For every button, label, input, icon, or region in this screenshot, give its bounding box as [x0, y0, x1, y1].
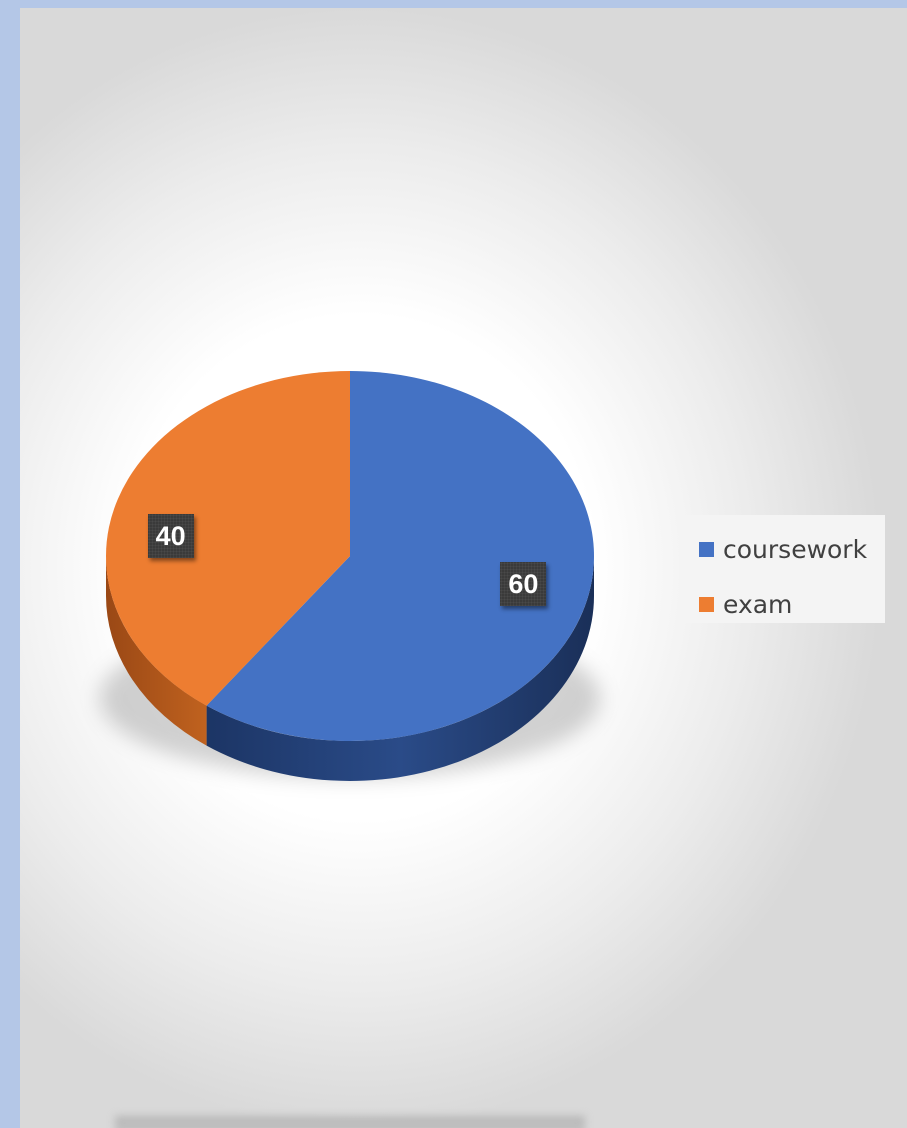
legend-swatch-exam [699, 596, 714, 612]
legend-item-coursework: coursework [699, 534, 867, 564]
legend-item-exam: exam [699, 589, 792, 619]
pie-slice-coursework [206, 371, 595, 741]
chart-area: 60 40 coursework exam [20, 8, 907, 1128]
pie-chart [100, 371, 600, 782]
chart-legend: coursework exam [685, 515, 885, 623]
legend-label-coursework: coursework [723, 534, 868, 564]
data-label-coursework: 60 [500, 562, 547, 606]
legend-swatch-coursework [699, 541, 714, 557]
pie-side-coursework [206, 556, 595, 782]
data-label-exam: 40 [147, 513, 194, 558]
pie-slice-exam [106, 371, 350, 706]
pie-side-exam [106, 556, 207, 746]
bottom-shadow [115, 1116, 585, 1128]
legend-label-exam: exam [723, 589, 793, 619]
